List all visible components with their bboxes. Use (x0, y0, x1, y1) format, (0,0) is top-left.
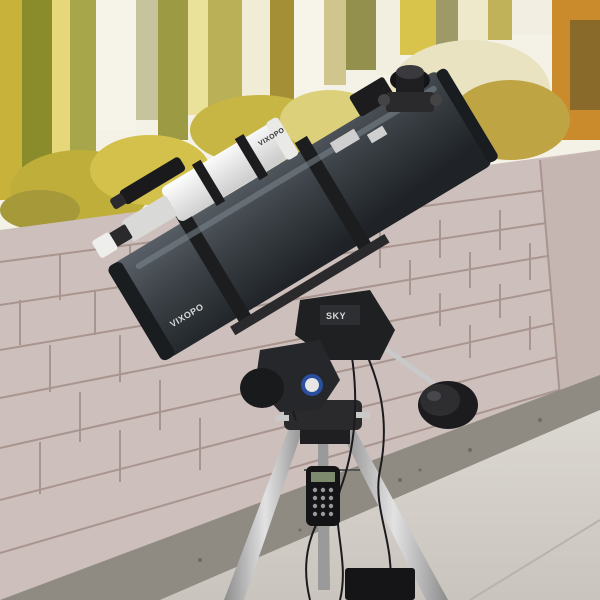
equatorial-mount: SKY (240, 290, 478, 429)
finder-scope: VIXOPO (92, 117, 299, 258)
telescope: VIXOPO VIXOPO (92, 65, 498, 361)
mount-brand: SKY (326, 311, 346, 321)
slab-joint (469, 519, 600, 600)
red-dot-finder (110, 157, 186, 209)
focuser (378, 65, 442, 112)
telescope-tube: VIXOPO (108, 68, 498, 361)
counterweight (418, 381, 478, 429)
power-box (345, 568, 415, 600)
gravel-strip (0, 375, 600, 600)
hand-controller (306, 466, 340, 526)
